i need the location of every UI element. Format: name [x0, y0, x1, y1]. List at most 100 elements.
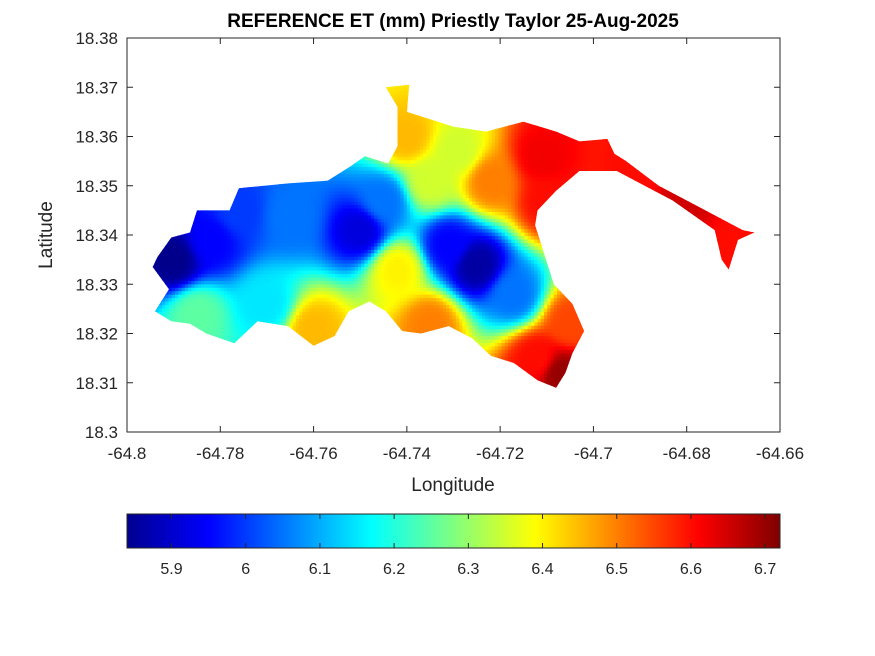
heatmap-cell	[227, 214, 232, 219]
heatmap-cell	[250, 297, 254, 302]
heatmap-cell	[286, 287, 290, 292]
heatmap-cell	[227, 325, 232, 330]
heatmap-cell	[217, 328, 222, 333]
heatmap-cell	[178, 263, 183, 268]
heatmap-cell	[217, 218, 222, 223]
heatmap-cell	[230, 259, 235, 264]
heatmap-cell	[171, 301, 176, 306]
heatmap-cell	[250, 273, 254, 278]
heatmap-cell	[286, 304, 290, 309]
heatmap-cell	[250, 228, 254, 233]
heatmap-cell	[194, 311, 199, 316]
heatmap-cell	[191, 307, 196, 312]
heatmap-cell	[246, 194, 251, 199]
heatmap-cell	[243, 207, 248, 212]
heatmap-cell	[230, 307, 235, 312]
heatmap-cell	[246, 242, 251, 247]
heatmap-cell	[266, 211, 271, 216]
heatmap-cell	[276, 218, 281, 223]
heatmap-cell	[240, 225, 245, 230]
heatmap-cell	[233, 204, 238, 209]
heatmap-cell	[227, 287, 232, 292]
heatmap-cell	[266, 266, 271, 271]
heatmap-cell	[161, 269, 166, 275]
heatmap-cell	[240, 321, 245, 326]
heatmap-cell	[272, 232, 277, 237]
heatmap-cell	[246, 211, 251, 216]
heatmap-cell	[188, 273, 192, 278]
heatmap-cell	[259, 214, 264, 219]
heatmap-cell	[246, 314, 251, 319]
heatmap-cell	[224, 294, 228, 299]
heatmap-cell	[266, 187, 271, 192]
heatmap-cell	[171, 311, 176, 316]
heatmap-cell	[217, 245, 222, 250]
heatmap-cell	[204, 221, 209, 226]
heatmap-cell	[230, 225, 235, 230]
heatmap-cell	[286, 266, 290, 271]
heatmap-cell	[204, 301, 209, 306]
heatmap-cell	[175, 304, 179, 309]
heatmap-cell	[233, 245, 238, 250]
heatmap-cell	[165, 314, 170, 319]
heatmap-cell	[240, 204, 245, 209]
heatmap-cell	[269, 221, 274, 226]
heatmap-cell	[279, 225, 284, 230]
heatmap-cell	[276, 242, 281, 247]
heatmap-cell	[197, 297, 202, 302]
heatmap-cell	[272, 266, 277, 271]
heatmap-cell	[175, 283, 179, 288]
heatmap-cell	[279, 190, 284, 195]
heatmap-cell	[181, 273, 186, 278]
heatmap-cell	[230, 235, 235, 240]
heatmap-cell	[220, 311, 225, 316]
heatmap-cell	[178, 269, 183, 275]
heatmap-cell	[227, 252, 232, 257]
heatmap-cell	[240, 318, 245, 323]
heatmap-cell	[282, 221, 287, 226]
heatmap-cell	[171, 304, 176, 309]
heatmap-cell	[276, 235, 281, 240]
heatmap-cell	[210, 307, 215, 312]
heatmap-cell	[286, 321, 290, 326]
heatmap-cell	[250, 280, 254, 285]
heatmap-cell	[250, 252, 254, 257]
heatmap-cell	[184, 259, 189, 264]
heatmap-cell	[263, 256, 268, 261]
heatmap-cell	[191, 225, 196, 230]
heatmap-cell	[188, 301, 192, 306]
heatmap-cell	[210, 301, 215, 306]
heatmap-cell	[214, 242, 219, 247]
heatmap-cell	[220, 266, 225, 271]
heatmap-cell	[233, 269, 238, 275]
heatmap-cell	[201, 304, 206, 309]
heatmap-cell	[210, 294, 215, 299]
heatmap-cell	[207, 314, 212, 319]
heatmap-cell	[197, 252, 202, 257]
heatmap-cell	[233, 314, 238, 319]
heatmap-cell	[256, 297, 261, 302]
heatmap-cell	[217, 321, 222, 326]
heatmap-cell	[178, 301, 183, 306]
heatmap-cell	[194, 290, 199, 295]
heatmap-cell	[253, 228, 258, 233]
heatmap-cell	[237, 307, 241, 312]
heatmap-cell	[250, 259, 254, 264]
heatmap-cell	[207, 301, 212, 306]
heatmap-cell	[259, 249, 264, 254]
heatmap-cell	[188, 304, 192, 309]
heatmap-cell	[233, 259, 238, 264]
heatmap-cell	[240, 269, 245, 275]
heatmap-cell	[175, 238, 179, 243]
heatmap-cell	[201, 214, 206, 219]
heatmap-cell	[230, 228, 235, 233]
heatmap-cell	[276, 287, 281, 292]
heatmap-cell	[233, 311, 238, 316]
heatmap-cell	[217, 332, 222, 337]
heatmap-cell	[184, 307, 189, 312]
heatmap-cell	[240, 218, 245, 223]
heatmap-cell	[233, 201, 238, 206]
heatmap-cell	[246, 221, 251, 226]
heatmap-cell	[269, 238, 274, 243]
heatmap-cell	[269, 269, 274, 275]
